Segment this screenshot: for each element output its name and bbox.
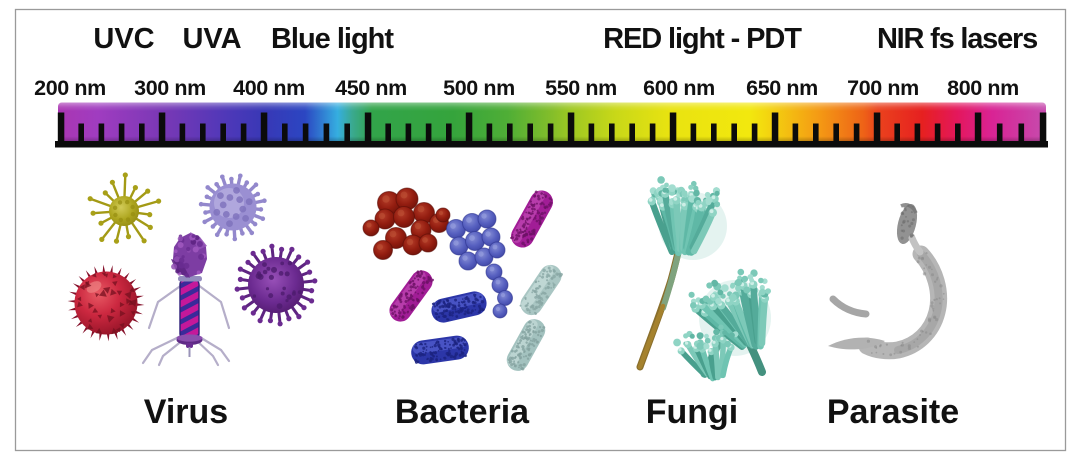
svg-text:RED light - PDT: RED light - PDT — [603, 23, 802, 55]
svg-text:450 nm: 450 nm — [335, 76, 407, 100]
svg-text:Fungi: Fungi — [646, 393, 739, 431]
svg-text:Bacteria: Bacteria — [395, 393, 530, 431]
svg-text:UVA: UVA — [182, 23, 241, 55]
svg-text:700 nm: 700 nm — [847, 76, 919, 100]
svg-text:300 nm: 300 nm — [134, 76, 206, 100]
svg-text:800 nm: 800 nm — [947, 76, 1019, 100]
svg-text:650 nm: 650 nm — [746, 76, 818, 100]
svg-text:Virus: Virus — [144, 393, 228, 431]
svg-text:UVC: UVC — [93, 23, 154, 55]
svg-text:NIR fs lasers: NIR fs lasers — [877, 23, 1037, 55]
svg-text:Parasite: Parasite — [827, 393, 959, 431]
svg-text:550 nm: 550 nm — [545, 76, 617, 100]
svg-text:Blue light: Blue light — [271, 23, 394, 55]
svg-text:500 nm: 500 nm — [443, 76, 515, 100]
svg-text:600 nm: 600 nm — [643, 76, 715, 100]
svg-text:400 nm: 400 nm — [233, 76, 305, 100]
svg-text:200 nm: 200 nm — [34, 76, 106, 100]
